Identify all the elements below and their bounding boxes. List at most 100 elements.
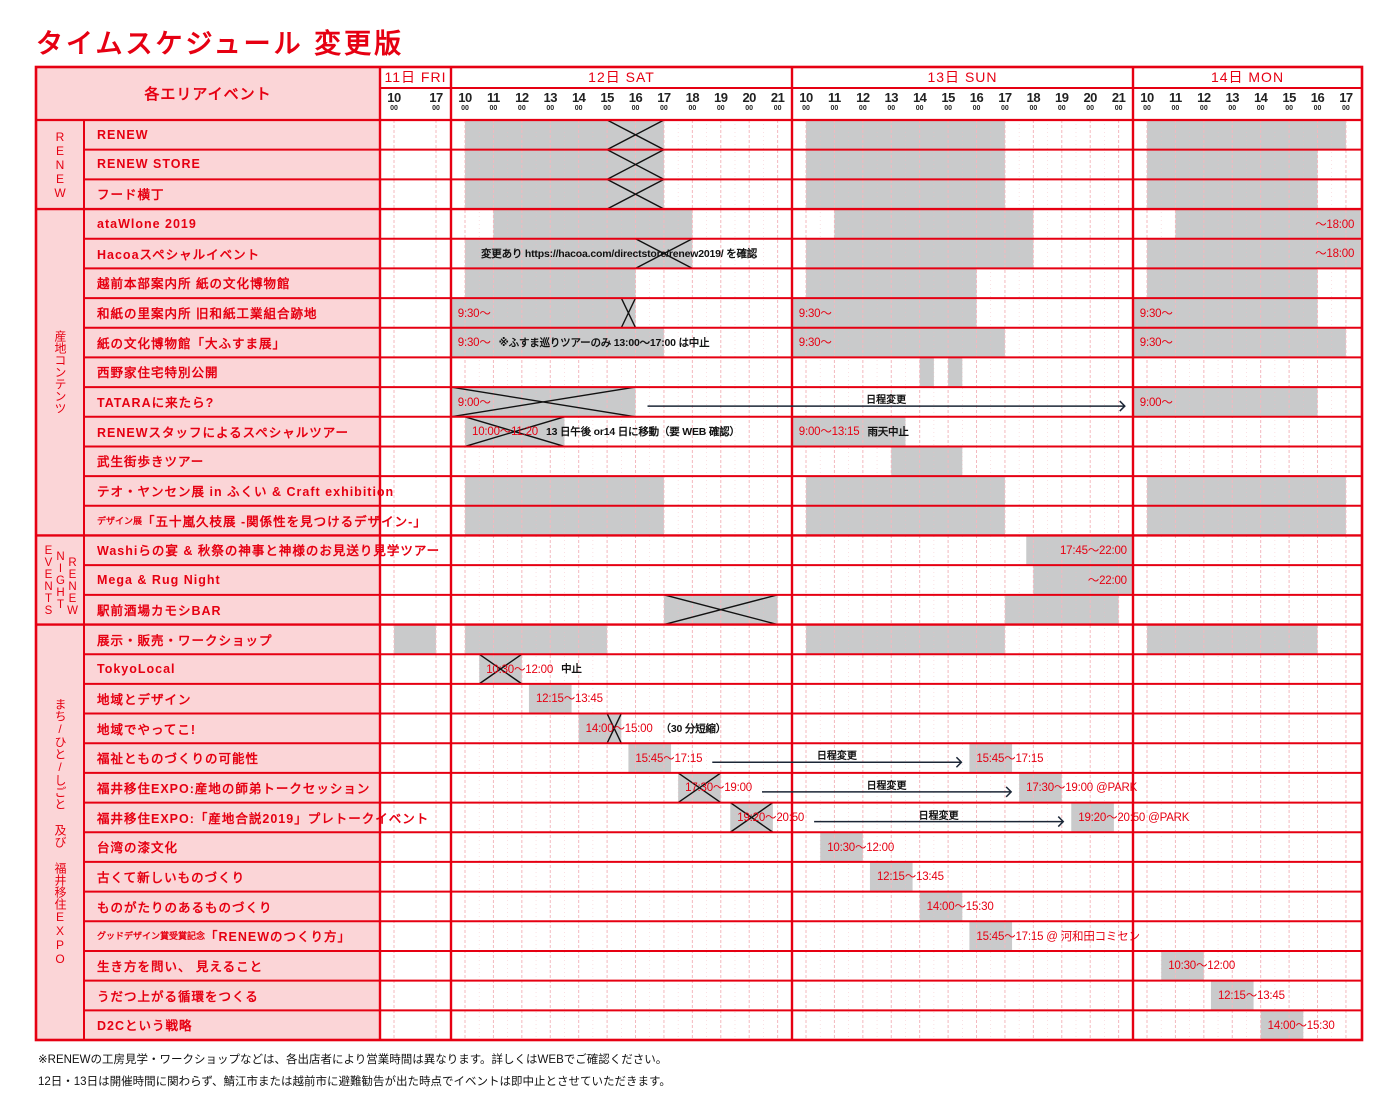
minute-tick-label: 00 [1256, 105, 1265, 112]
cancel-cross-mark [606, 178, 665, 210]
event-row-label: RENEW [97, 120, 149, 149]
minute-tick-label: 00 [1057, 105, 1066, 112]
event-row-label: 福井移住EXPO:「産地合説2019」プレトークイベント [97, 803, 429, 832]
cancel-cross-mark [606, 119, 665, 151]
event-label-text: Hacoaスペシャルイベント [97, 247, 261, 262]
minute-tick-label: 00 [1228, 105, 1237, 112]
session-time: 9:00～ [457, 396, 491, 409]
event-row-label: Washiらの宴 & 秋祭の神事と神様のお見送り見学ツアー [97, 535, 440, 564]
arrowhead-icon [1119, 400, 1126, 412]
session-time: 14:00～15:00 [585, 723, 653, 736]
schedule-bar [1026, 535, 1133, 566]
session-time-label: 9:30～ [1140, 298, 1173, 327]
event-row-label: グッドデザイン賞受賞記念 「RENEWのつくり方」 [97, 921, 351, 950]
page-title: タイムスケジュール 変更版 [36, 29, 405, 59]
arrowhead-icon [1005, 786, 1013, 798]
footer-note: 12日・13日は開催時間に関わらず、鯖江市または越前市に避難勧告が出た時点でイベ… [38, 1076, 671, 1088]
session-time: 15:45～17:15 @ 河和田コミセン [976, 930, 1140, 943]
schedule-bar [1019, 772, 1062, 803]
cancel-cross-mark [464, 416, 565, 448]
session-time: 9:30～ [457, 307, 491, 320]
session-time: 17:30～19:00 [685, 782, 752, 795]
minute-tick-label: 00 [830, 105, 839, 112]
session-time-label: 17:30～19:00 [685, 773, 752, 802]
session-time-label: 12:15～13:45 [877, 862, 944, 891]
schedule-bar [1147, 149, 1318, 180]
footer-notes: ※RENEWの工房見学・ワークショップなどは、各出店者により営業時間は異なります… [38, 1049, 671, 1093]
session-time-label: 10:30～12:00 [827, 832, 894, 861]
hour-tick-label: 18 [685, 90, 700, 105]
hour-tick-label: 12 [515, 90, 529, 105]
hour-tick: 10 00 [794, 91, 818, 112]
hour-tick: 14 00 [908, 91, 932, 112]
minute-tick-label: 00 [1285, 105, 1293, 112]
footer-note: ※RENEWの工房見学・ワークショップなどは、各出店者により営業時間は異なります… [38, 1054, 668, 1066]
event-label-text: ataWlone 2019 [97, 216, 197, 231]
schedule-bar [1175, 209, 1361, 239]
session-time-label: 17:30～19:00 @PARK [1026, 773, 1137, 802]
event-row-label: 古くて新しいものづくり [97, 862, 245, 891]
hour-tick-label: 15 [1282, 90, 1296, 105]
cancel-cross-mark [606, 713, 622, 744]
schedule-bar [806, 238, 1034, 269]
event-row-label: TATARAに来たら? [97, 387, 214, 416]
event-row-label: 紙の文化博物館「大ふすま展」 [97, 328, 286, 357]
session-time-label: 9:30～ [458, 298, 491, 327]
hour-tick: 10 00 [453, 91, 477, 112]
cancel-cross-mark [663, 594, 778, 626]
session-time: 10:30～12:00 [827, 841, 895, 854]
hour-tick: 13 00 [1220, 91, 1244, 112]
minute-tick-label: 00 [1029, 105, 1038, 112]
day-header: 13日 SUN [927, 69, 998, 85]
minute-tick-label: 00 [631, 105, 640, 112]
event-label-text: 駅前酒場カモシBAR [97, 603, 222, 618]
hour-tick-label: 11 [828, 90, 841, 105]
hour-tick-label: 13 [543, 90, 558, 105]
event-label-text: フード横丁 [97, 188, 165, 203]
cancel-cross-mark [478, 653, 523, 685]
session-note: ※ふすま巡りツアーのみ 13:00～17:00 は中止 [498, 336, 710, 349]
schedule-bar [919, 891, 963, 922]
session-time: 12:15～13:45 [535, 693, 603, 706]
event-row-label: 生き方を問い、 見えること [97, 951, 263, 980]
hour-tick-label: 17 [998, 90, 1012, 105]
session-time-label: 14:00～15:30 [1268, 1010, 1335, 1039]
minute-tick-label: 00 [461, 105, 469, 112]
event-label-text: 地域とデザイン [97, 692, 192, 707]
hour-tick-label: 20 [1083, 90, 1097, 105]
event-label-text: 越前本部案内所 紙の文化博物館 [97, 277, 291, 292]
hour-tick: 17 00 [424, 91, 448, 112]
event-label-text: 武生街歩きツアー [97, 455, 205, 470]
event-row-label: 展示・販売・ワークショップ [97, 625, 273, 654]
hour-tick: 11 00 [822, 91, 846, 112]
session-note: 13 日午後 or14 日に移動（要 WEB 確認） [546, 425, 740, 438]
session-time-label: 変更あり https://hacoa.com/directstore/renew… [477, 239, 757, 268]
minute-tick-label: 00 [1171, 105, 1180, 112]
minute-tick-label: 00 [1143, 105, 1151, 112]
minute-tick-label: 00 [972, 105, 981, 112]
session-time-label: 9:00～13:15 雨天中止 [799, 417, 909, 446]
minute-tick-label: 00 [660, 105, 668, 112]
hour-tick: 17 00 [993, 91, 1017, 112]
hour-tick: 10 00 [382, 91, 406, 112]
minute-tick-label: 00 [915, 105, 924, 112]
event-label-text: 「RENEWのつくり方」 [205, 930, 352, 945]
minute-tick-label: 00 [773, 105, 782, 112]
cancel-cross-mark [606, 149, 665, 180]
session-time: 9:30～ [1139, 337, 1173, 350]
event-label-text: RENEW [97, 127, 149, 142]
hour-tick-label: 10 [799, 90, 813, 105]
reschedule-label: 日程変更 [866, 395, 907, 407]
table-border [34, 65, 1364, 1042]
event-label-text: 台湾の漆文化 [97, 841, 179, 856]
minute-tick-label: 00 [1199, 105, 1208, 112]
group-label: まち/ひと/しごと 及び 福井移住EXPO [53, 698, 67, 967]
hour-tick-label: 21 [770, 90, 785, 105]
session-time-label: 10:30～12:00 [1168, 951, 1235, 980]
session-time-label: 12:15～13:45 [536, 684, 603, 713]
hour-tick-label: 11 [487, 90, 500, 105]
schedule-bar [465, 238, 693, 269]
hour-tick: 14 00 [567, 91, 591, 112]
